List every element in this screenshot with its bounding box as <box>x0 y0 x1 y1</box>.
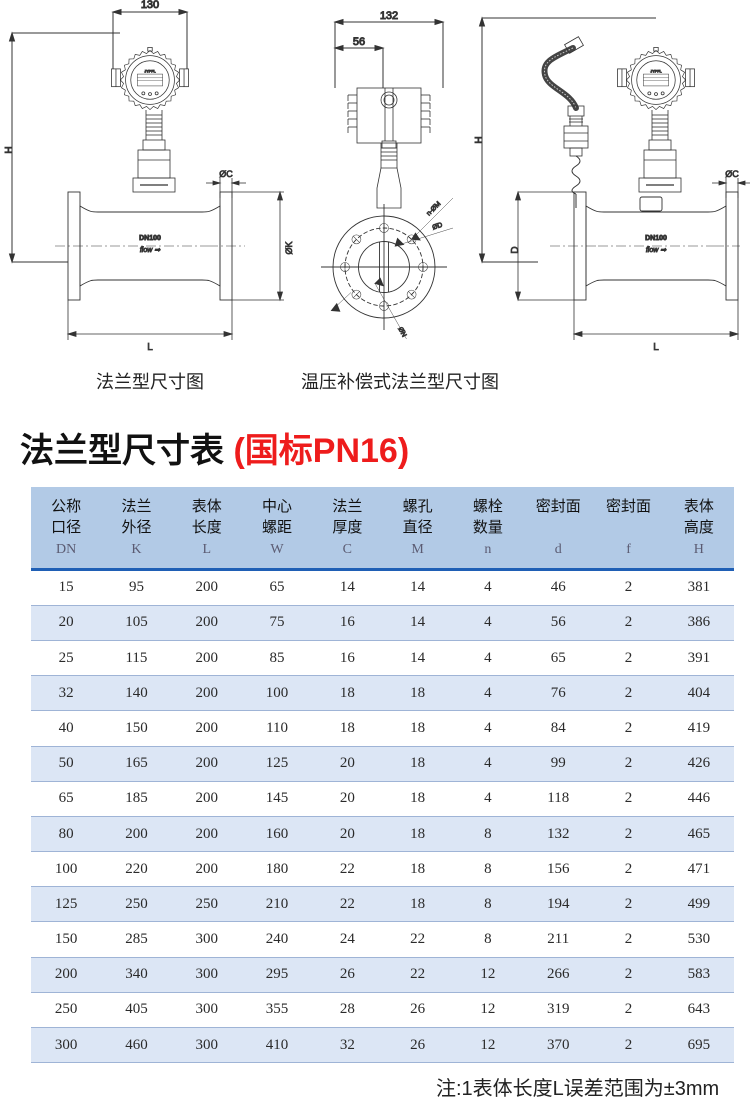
svg-text:flow ⇒: flow ⇒ <box>646 247 667 254</box>
svg-text:ØN: ØN <box>396 326 407 338</box>
svg-text:ØD: ØD <box>432 222 444 232</box>
svg-text:ØC: ØC <box>725 169 739 179</box>
svg-text:ØC: ØC <box>219 169 233 179</box>
svg-text:H: H <box>4 146 15 153</box>
svg-text:DN100: DN100 <box>645 235 667 242</box>
svg-text:L: L <box>653 342 659 353</box>
svg-text:JYPFL: JYPFL <box>650 70 662 74</box>
svg-text:56: 56 <box>353 36 365 48</box>
svg-text:L: L <box>147 342 153 353</box>
svg-text:ØK: ØK <box>284 241 294 254</box>
svg-text:DN100: DN100 <box>139 235 161 242</box>
svg-text:n-ØM: n-ØM <box>425 200 442 217</box>
svg-text:JYPFL: JYPFL <box>144 70 156 74</box>
svg-text:D: D <box>510 246 521 253</box>
svg-text:flow ⇒: flow ⇒ <box>140 247 161 254</box>
svg-text:132: 132 <box>380 10 398 22</box>
svg-text:130: 130 <box>141 0 159 11</box>
